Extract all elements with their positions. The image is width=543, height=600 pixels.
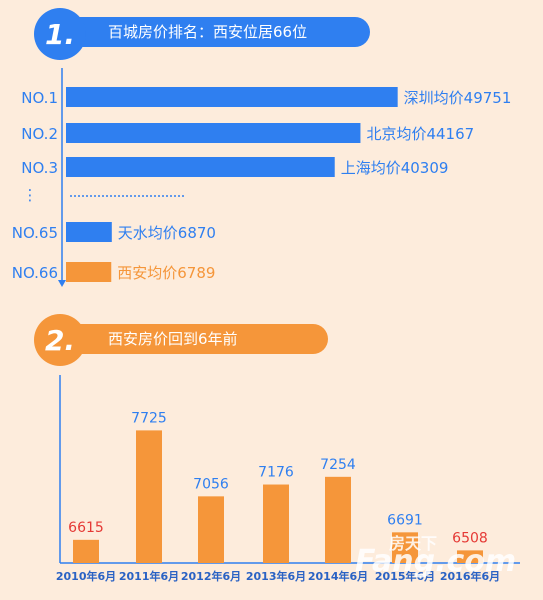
rank-bar (66, 157, 335, 177)
section1-title: 百城房价排名：西安位居66位 (68, 17, 370, 47)
ranking-axis-arrow-icon (58, 280, 66, 287)
year-bar (392, 532, 418, 563)
rank-bar-label: 天水均价6870 (118, 224, 216, 242)
year-value-label: 6615 (68, 520, 104, 536)
rank-label: NO.2 (21, 125, 58, 143)
rank-bar (66, 222, 112, 242)
year-value-label: 6508 (452, 530, 488, 546)
rank-bar (66, 123, 361, 143)
year-tick-label: 2011年6月 (119, 569, 179, 583)
year-bar (457, 550, 483, 563)
year-bar (198, 496, 224, 563)
rank-label: NO.1 (21, 89, 58, 107)
rank-bar-label: 深圳均价49751 (404, 89, 512, 107)
year-tick-label: 2015年6月 (375, 569, 435, 583)
rank-bar-label: 北京均价44167 (366, 125, 474, 143)
yearly-price-bar-chart: 6615 2010年6月 7725 2011年6月 7056 2012年6月 7176 201… (56, 375, 520, 583)
year-bar (136, 430, 162, 563)
year-value-label: 6691 (387, 512, 423, 528)
section2-number-badge: 2. (34, 314, 86, 366)
year-tick-label: 2013年6月 (246, 569, 306, 583)
rank-bar-label: 上海均价40309 (341, 159, 449, 177)
year-tick-label: 2016年6月 (440, 569, 500, 583)
year-tick-label: 2010年6月 (56, 569, 116, 583)
ranking-bar-chart: NO.1 深圳均价49751 NO.2 北京均价44167 NO.3 上海均价40309 N… (12, 68, 512, 287)
year-bar (73, 539, 99, 563)
year-tick-label: 2014年6月 (308, 569, 368, 583)
rank-gap-marker: ⋮ (23, 186, 38, 204)
year-bar (263, 484, 289, 563)
section2-title: 西安房价回到6年前 (68, 324, 328, 354)
year-value-label: 7056 (193, 476, 229, 492)
year-bar (325, 476, 351, 563)
section1-number-badge: 1. (34, 8, 86, 60)
year-value-label: 7176 (258, 465, 294, 481)
watermark-text: 房天下 (389, 534, 438, 553)
rank-label: NO.66 (12, 264, 58, 282)
rank-bar (66, 262, 112, 282)
rank-label: NO.65 (12, 224, 58, 242)
watermark-domain: Fang.com (355, 544, 517, 579)
rank-label: NO.3 (21, 159, 58, 177)
year-value-label: 7254 (320, 457, 356, 473)
rank-bar (66, 87, 398, 107)
year-value-label: 7725 (131, 410, 167, 426)
rank-bar-label: 西安均价6789 (117, 264, 215, 282)
year-tick-label: 2012年6月 (181, 569, 241, 583)
